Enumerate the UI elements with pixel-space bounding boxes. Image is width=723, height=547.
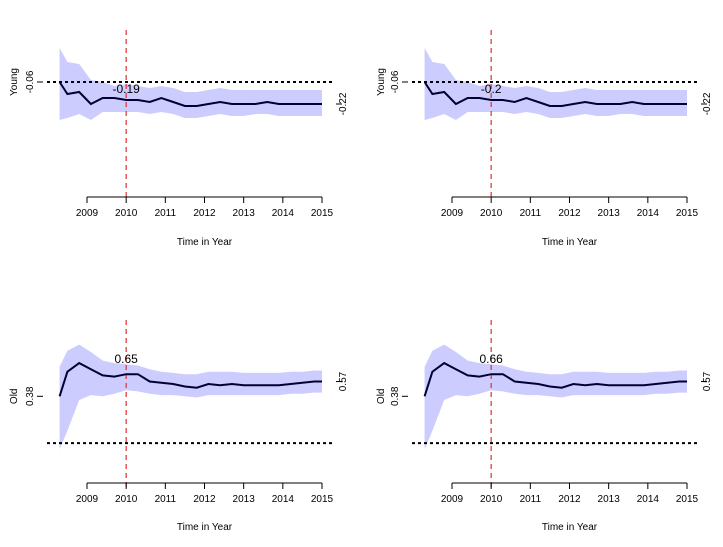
x-tick-label: 2010 <box>480 494 503 505</box>
x-tick-label: 2010 <box>115 208 138 219</box>
y-axis-label: Young <box>376 68 387 96</box>
x-tick-label: 2012 <box>193 208 216 219</box>
reference-value-label: 0.66 <box>479 352 503 366</box>
x-tick-label: 2012 <box>558 208 581 219</box>
x-axis-label: Time in Year <box>177 237 233 248</box>
confidence-band <box>59 344 322 450</box>
series-line <box>423 361 687 397</box>
series-line <box>58 361 322 397</box>
x-tick-label: 2009 <box>76 208 99 219</box>
reference-value-label: -0.19 <box>112 82 140 96</box>
series-line <box>58 81 322 107</box>
y-tick-left-label: -0.06 <box>25 70 36 93</box>
x-tick-label: 2012 <box>558 494 581 505</box>
x-tick-label: 2009 <box>441 208 464 219</box>
y-tick-right-label: -0.22 <box>702 92 713 115</box>
x-tick-label: 2014 <box>637 494 660 505</box>
x-tick-label: 2015 <box>676 494 699 505</box>
y-tick-right-label: 0.57 <box>702 371 713 391</box>
confidence-band <box>424 48 687 120</box>
x-tick-label: 2009 <box>441 494 464 505</box>
x-tick-label: 2010 <box>115 494 138 505</box>
x-tick-label: 2011 <box>155 208 177 219</box>
x-tick-label: 2009 <box>76 494 99 505</box>
x-axis-label: Time in Year <box>177 522 233 533</box>
panel-3: 2009 2010 2011 2012 2013 2014 2015 Time in Year… <box>9 320 349 533</box>
x-tick-label: 2013 <box>598 494 621 505</box>
x-tick-label: 2014 <box>272 494 295 505</box>
panel-4: 2009 2010 2011 2012 2013 2014 2015 Time in Year… <box>376 320 713 533</box>
series-line <box>423 81 687 107</box>
x-tick-label: 2011 <box>155 494 177 505</box>
y-tick-left-label: -0.06 <box>390 70 401 93</box>
x-tick-label: 2015 <box>676 208 699 219</box>
reference-value-label: 0.65 <box>114 352 138 366</box>
y-axis-label: Old <box>376 389 387 405</box>
x-axis-label: Time in Year <box>542 237 598 248</box>
x-tick-label: 2014 <box>272 208 295 219</box>
x-tick-label: 2011 <box>520 208 542 219</box>
x-tick-label: 2015 <box>311 494 334 505</box>
y-tick-left-label: 0.38 <box>390 386 401 406</box>
y-axis-label: Old <box>9 389 20 405</box>
panel-2: 2009 2010 2011 2012 2013 2014 2015 Time in Year… <box>376 30 713 248</box>
confidence-band <box>59 48 322 120</box>
x-tick-label: 2013 <box>233 494 256 505</box>
x-tick-label: 2011 <box>520 494 542 505</box>
y-tick-right-label: 0.57 <box>338 371 349 391</box>
reference-value-label: -0.2 <box>481 82 502 96</box>
x-tick-label: 2013 <box>233 208 256 219</box>
x-tick-label: 2015 <box>311 208 334 219</box>
x-tick-label: 2010 <box>480 208 503 219</box>
y-tick-right-label: -0.22 <box>338 92 349 115</box>
x-axis-label: Time in Year <box>542 522 598 533</box>
x-tick-label: 2014 <box>637 208 660 219</box>
x-tick-label: 2012 <box>193 494 216 505</box>
y-axis-label: Young <box>9 68 20 96</box>
x-tick-label: 2013 <box>598 208 621 219</box>
y-tick-left-label: 0.38 <box>25 386 36 406</box>
confidence-band <box>424 344 687 450</box>
panel-1: 2009 2010 2011 2012 2013 2014 2015 Time in Year… <box>9 30 349 248</box>
